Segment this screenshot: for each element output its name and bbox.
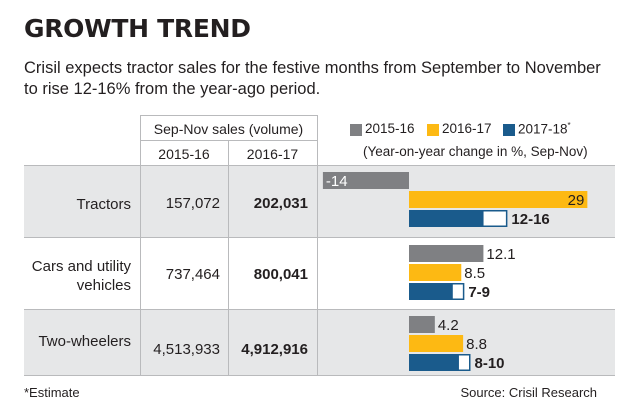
row-rule-1 xyxy=(24,237,615,238)
cars-2016-17-value: 800,041 xyxy=(253,266,308,283)
two-wheelers-2017-18-bar xyxy=(409,354,459,371)
tractors-2016-17-value: 202,031 xyxy=(253,195,308,212)
estimate-marker: * xyxy=(567,121,571,130)
tractors-2015-16-value-label: -14 xyxy=(326,173,348,190)
two-wheelers-2015-16-value: 4,513,933 xyxy=(153,341,220,358)
legend-label-2016-17: 2016-17 xyxy=(442,121,492,136)
source-credit: Source: Crisil Research xyxy=(460,385,597,400)
legend-label-2017-18: 2017-18* xyxy=(518,121,571,137)
tractors-2017-18-value-label: 12-16 xyxy=(511,211,549,228)
cars-2015-16-bar xyxy=(409,245,484,262)
two-wheelers-2016-17-value: 4,912,916 xyxy=(241,341,308,358)
legend-swatch-2017-18 xyxy=(503,124,515,136)
col-rule-1 xyxy=(140,115,141,375)
table-bottom-rule xyxy=(24,375,615,376)
two-wheelers-2015-16-bar xyxy=(409,316,435,333)
header-top-rule xyxy=(140,115,317,116)
legend-note: (Year-on-year change in %, Sep-Nov) xyxy=(363,144,588,159)
cars-2017-18-bar xyxy=(409,283,453,300)
cars-2017-18-range-bar xyxy=(451,283,465,300)
table-group-header: Sep-Nov sales (volume) xyxy=(153,121,304,137)
row-label-tractors: Tractors xyxy=(76,196,131,213)
col-rule-2 xyxy=(228,140,229,375)
two-wheelers-2017-18-value-label: 8-10 xyxy=(475,355,505,372)
tractors-2015-16-bar xyxy=(322,172,409,189)
col-header-2015-16: 2015-16 xyxy=(158,146,210,162)
cars-2016-17-value-label: 8.5 xyxy=(464,265,485,282)
tractors-2015-16-value: 157,072 xyxy=(165,195,220,212)
chart-subtitle: Crisil expects tractor sales for the fes… xyxy=(24,59,601,98)
col-rule-3 xyxy=(317,115,318,375)
col-header-2016-17: 2016-17 xyxy=(246,146,299,162)
tractors-2017-18-bar xyxy=(409,210,483,227)
cars-2017-18-value-label: 7-9 xyxy=(468,284,490,301)
legend-label-2015-16: 2015-16 xyxy=(365,121,415,136)
two-wheelers-2016-17-bar xyxy=(409,335,464,352)
cars-2015-16-value-label: 12.1 xyxy=(486,246,515,263)
footnote: *Estimate xyxy=(24,385,80,400)
row-label-two-wheelers: Two-wheelers xyxy=(38,333,131,350)
tractors-2016-17-value-label: 29 xyxy=(568,192,585,209)
two-wheelers-2015-16-value-label: 4.2 xyxy=(438,317,459,334)
tractors-2017-18-range-bar xyxy=(482,210,508,227)
legend-swatch-2016-17 xyxy=(427,124,439,136)
row-rule-2 xyxy=(24,309,615,310)
row-band-cars xyxy=(24,309,615,375)
header-bottom-rule xyxy=(24,165,615,166)
row-label-cars: Cars and utility vehicles xyxy=(31,258,131,294)
chart-title: GROWTH TREND xyxy=(24,14,251,43)
two-wheelers-2016-17-value-label: 8.8 xyxy=(466,336,487,353)
tractors-2016-17-bar xyxy=(409,191,588,208)
cars-2016-17-bar xyxy=(409,264,462,281)
legend-swatch-2015-16 xyxy=(350,124,362,136)
cars-2015-16-value: 737,464 xyxy=(165,266,220,283)
two-wheelers-2017-18-range-bar xyxy=(457,354,471,371)
